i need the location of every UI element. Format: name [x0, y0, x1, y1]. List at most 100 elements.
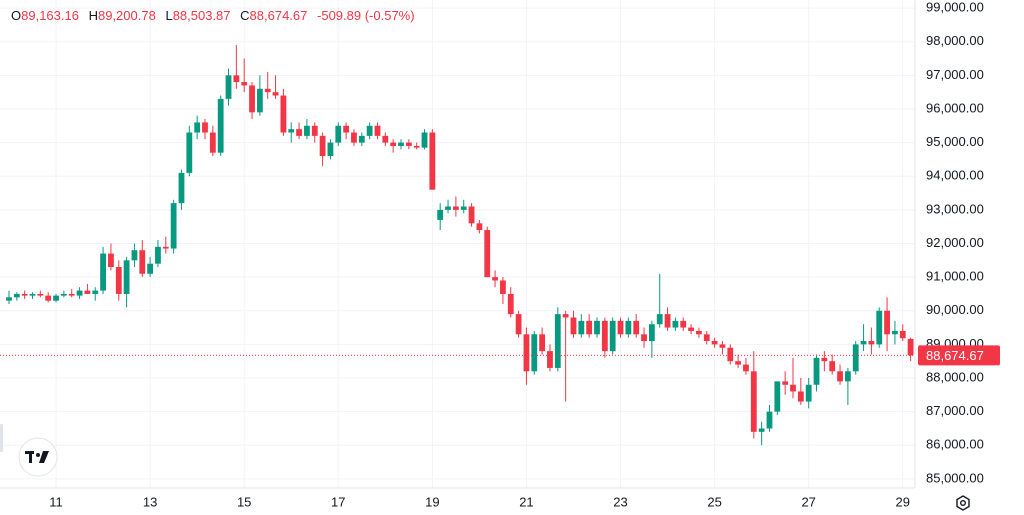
candle-body	[892, 330, 898, 335]
candle-body	[382, 135, 389, 143]
y-tick-label: 95,000.00	[926, 134, 984, 149]
candle-body	[139, 250, 146, 274]
candle-body	[531, 334, 538, 372]
y-tick-label: 96,000.00	[926, 100, 984, 115]
candle-body	[194, 122, 201, 133]
candle-body	[570, 317, 577, 335]
candle-body	[264, 88, 271, 93]
candle-body	[335, 125, 342, 143]
candle-body	[115, 267, 122, 294]
candle-body	[304, 125, 310, 136]
candle-body	[108, 253, 114, 268]
candle-body	[68, 293, 75, 296]
candle-body	[390, 142, 397, 146]
candle-body	[178, 172, 185, 204]
candle-body	[617, 320, 624, 335]
candle-body	[500, 280, 506, 294]
y-tick-label: 91,000.00	[926, 269, 984, 284]
settings-button[interactable]	[956, 495, 970, 511]
high-key: H	[89, 8, 98, 23]
candle-body	[735, 361, 742, 365]
candle-body	[209, 132, 216, 153]
low-value: 88,503.87	[173, 8, 231, 23]
candle-body	[507, 293, 514, 315]
y-tick-label: 99,000.00	[926, 0, 984, 15]
open-key: O	[11, 8, 21, 23]
last-price-tag	[918, 345, 1000, 366]
candle-body	[594, 320, 600, 335]
candle-body	[609, 320, 616, 352]
candle-body	[633, 320, 640, 335]
high-value: 89,200.78	[98, 8, 156, 23]
candle-body	[476, 223, 483, 231]
candle-body	[76, 290, 83, 296]
candle-body	[445, 206, 451, 210]
candle-body	[743, 364, 749, 372]
candle-body	[821, 357, 828, 362]
candle-body	[680, 320, 687, 328]
candle-body	[672, 320, 679, 328]
candle-body	[405, 142, 412, 146]
settings-hex[interactable]	[956, 495, 970, 511]
x-tick-label: 19	[425, 494, 439, 509]
candle-body	[586, 320, 593, 335]
candle-body	[601, 320, 608, 352]
candle-body	[782, 381, 789, 385]
close-value: 88,674.67	[250, 8, 308, 23]
side-handle[interactable]	[0, 424, 3, 452]
candle-body	[123, 260, 130, 294]
candle-body	[711, 341, 718, 345]
candle-body	[217, 98, 224, 153]
candle-body	[131, 250, 138, 261]
candle-body	[790, 384, 796, 392]
tv-logo[interactable]	[18, 437, 58, 477]
candle-body	[413, 145, 420, 148]
candle-body	[907, 338, 914, 356]
x-tick-label: 13	[143, 494, 157, 509]
candle-body	[719, 344, 726, 348]
candle-body	[437, 209, 444, 220]
candle-body	[84, 290, 91, 294]
candle-body	[225, 75, 232, 99]
candle-body	[868, 341, 875, 345]
open-value: 89,163.16	[21, 8, 79, 23]
candle-body	[696, 330, 702, 335]
candle-body	[844, 371, 851, 382]
candle-body	[366, 125, 373, 136]
y-tick-label: 94,000.00	[926, 168, 984, 183]
candle-body	[327, 142, 334, 157]
candle-body	[186, 132, 193, 173]
candle-body	[249, 85, 255, 113]
candle-body	[21, 293, 28, 296]
candle-body	[813, 357, 820, 385]
candle-body	[523, 334, 530, 372]
candle-body	[554, 314, 561, 368]
logo-stem	[29, 451, 32, 463]
candle-body	[296, 129, 302, 136]
candle-body	[233, 75, 240, 83]
candle-body	[641, 334, 647, 342]
close-key: C	[240, 8, 249, 23]
candle-body	[452, 206, 459, 210]
candle-body	[358, 135, 365, 143]
candle-body	[805, 384, 812, 402]
x-tick-label: 15	[237, 494, 251, 509]
candle-body	[60, 293, 67, 296]
candle-body	[37, 293, 44, 296]
candle-body	[648, 324, 655, 342]
candle-body	[656, 314, 663, 325]
candle-body	[280, 95, 287, 133]
candle-body	[758, 428, 765, 432]
low-key: L	[165, 8, 172, 23]
logo-slash	[39, 451, 49, 463]
candle-body	[45, 295, 52, 301]
candle-body	[539, 334, 546, 352]
x-tick-label: 17	[331, 494, 345, 509]
candle-body	[562, 314, 569, 318]
candle-body	[170, 203, 177, 249]
candle-body	[727, 347, 734, 362]
change-value: -509.89 (-0.57%)	[317, 8, 415, 23]
candle-body	[162, 246, 169, 249]
candle-body	[766, 411, 773, 429]
